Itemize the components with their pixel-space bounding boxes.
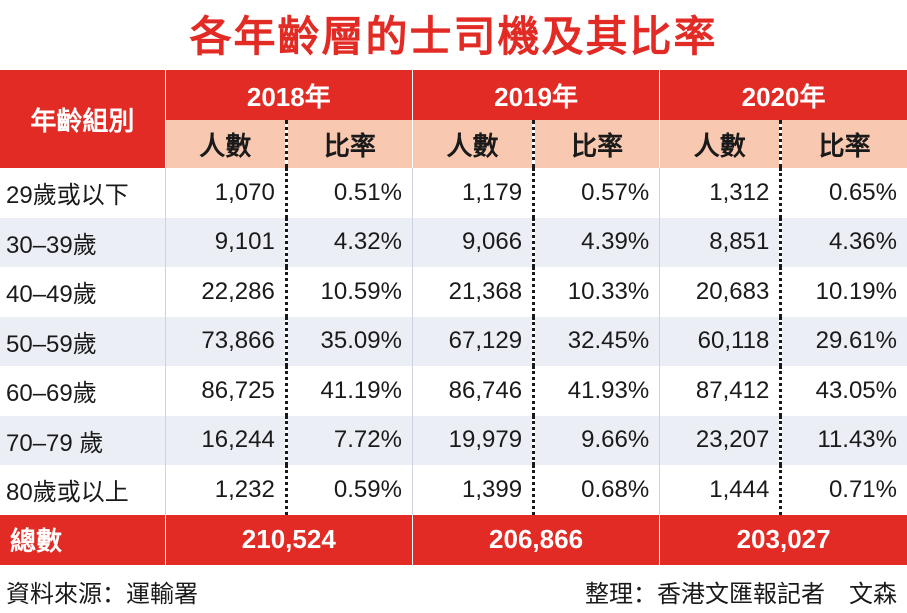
ratio-cell-2019: 4.39% (532, 217, 660, 267)
count-cell-2018: 86,725 (164, 366, 287, 416)
ratio-cell-2018: 0.51% (284, 168, 413, 218)
ratio-cell-2018: 0.59% (284, 465, 413, 515)
count-header: 人數 (659, 120, 781, 168)
count-cell-2018: 16,244 (164, 415, 287, 465)
sub-header-row: 人數 比率 人數 比率 人數 比率 (0, 120, 907, 168)
total-2019: 206,866 (411, 514, 660, 565)
year-header-row: 年齡組別 2018年 2019年 2020年 (0, 70, 907, 168)
ratio-cell-2019: 10.33% (532, 267, 660, 317)
count-header: 人數 (411, 120, 534, 168)
table-body: 29歲或以下 1,070 0.51% 1,179 0.57% 1,312 0.65% 30–3… (0, 168, 907, 515)
count-cell-2018: 1,070 (164, 168, 287, 218)
ratio-cell-2020: 29.61% (779, 316, 907, 366)
row-label: 29歲或以下 (0, 168, 166, 218)
source-note: 資料來源：運輸署 (6, 581, 198, 608)
total-2018: 210,524 (164, 514, 413, 565)
ratio-cell-2019: 32.45% (532, 316, 660, 366)
count-cell-2019: 9,066 (411, 217, 534, 267)
table-row: 80歲或以上 1,232 0.59% 1,399 0.68% 1,444 0.71% (0, 465, 907, 515)
count-cell-2020: 20,683 (659, 267, 781, 317)
year-header-2018: 2018年 (164, 70, 413, 120)
year-header-2020: 2020年 (659, 70, 907, 120)
table-row: 50–59歲 73,866 35.09% 67,129 32.45% 60,118 29.6… (0, 316, 907, 366)
count-cell-2019: 19,979 (411, 415, 534, 465)
count-cell-2019: 86,746 (411, 366, 534, 416)
count-cell-2018: 73,866 (164, 316, 287, 366)
ratio-header: 比率 (779, 120, 907, 168)
total-row: 總數 210,524 206,866 203,027 (0, 514, 907, 565)
row-label: 50–59歲 (0, 316, 166, 366)
chart-title: 各年齡層的士司機及其比率 (189, 11, 718, 61)
table-row: 29歲或以下 1,070 0.51% 1,179 0.57% 1,312 0.65% (0, 168, 907, 218)
ratio-header: 比率 (532, 120, 660, 168)
ratio-cell-2020: 10.19% (779, 267, 907, 317)
count-cell-2019: 1,179 (411, 168, 534, 218)
total-label: 總數 (0, 514, 166, 565)
count-cell-2018: 9,101 (164, 217, 287, 267)
count-cell-2020: 60,118 (659, 316, 781, 366)
count-cell-2020: 23,207 (659, 415, 781, 465)
ratio-cell-2018: 7.72% (284, 415, 413, 465)
table-row: 60–69歲 86,725 41.19% 86,746 41.93% 87,412 43.0… (0, 366, 907, 416)
row-label: 70–79 歲 (0, 415, 166, 465)
ratio-cell-2019: 0.57% (532, 168, 660, 218)
footer: 資料來源：運輸署 整理：香港文匯報記者 文森 (0, 568, 907, 608)
ratio-cell-2019: 41.93% (532, 366, 660, 416)
ratio-cell-2018: 35.09% (284, 316, 413, 366)
ratio-cell-2018: 4.32% (284, 217, 413, 267)
ratio-cell-2018: 10.59% (284, 267, 413, 317)
table-row: 40–49歲 22,286 10.59% 21,368 10.33% 20,683 10.1… (0, 267, 907, 317)
count-header: 人數 (164, 120, 287, 168)
table-row: 30–39歲 9,101 4.32% 9,066 4.39% 8,851 4.36% (0, 217, 907, 267)
ratio-cell-2020: 0.65% (779, 168, 907, 218)
count-cell-2020: 87,412 (659, 366, 781, 416)
age-group-header: 年齡組別 (0, 70, 166, 168)
ratio-cell-2020: 4.36% (779, 217, 907, 267)
total-2020: 203,027 (659, 514, 907, 565)
count-cell-2018: 22,286 (164, 267, 287, 317)
count-cell-2020: 1,312 (659, 168, 781, 218)
driver-age-table: 年齡組別 2018年 2019年 2020年 人數 比率 人數 比率 人數 比率… (0, 70, 907, 565)
ratio-cell-2020: 43.05% (779, 366, 907, 416)
row-label: 80歲或以上 (0, 465, 166, 515)
ratio-cell-2019: 0.68% (532, 465, 660, 515)
ratio-cell-2020: 11.43% (779, 415, 907, 465)
count-cell-2018: 1,232 (164, 465, 287, 515)
row-label: 60–69歲 (0, 366, 166, 416)
ratio-cell-2020: 0.71% (779, 465, 907, 515)
ratio-cell-2018: 41.19% (284, 366, 413, 416)
row-label: 30–39歲 (0, 217, 166, 267)
count-cell-2020: 8,851 (659, 217, 781, 267)
count-cell-2019: 67,129 (411, 316, 534, 366)
credit-note: 整理：香港文匯報記者 文森 (585, 581, 897, 608)
table-row: 70–79 歲 16,244 7.72% 19,979 9.66% 23,207 11.43… (0, 415, 907, 465)
count-cell-2020: 1,444 (659, 465, 781, 515)
count-cell-2019: 1,399 (411, 465, 534, 515)
count-cell-2019: 21,368 (411, 267, 534, 317)
year-header-2019: 2019年 (411, 70, 660, 120)
row-label: 40–49歲 (0, 267, 166, 317)
ratio-cell-2019: 9.66% (532, 415, 660, 465)
ratio-header: 比率 (284, 120, 413, 168)
